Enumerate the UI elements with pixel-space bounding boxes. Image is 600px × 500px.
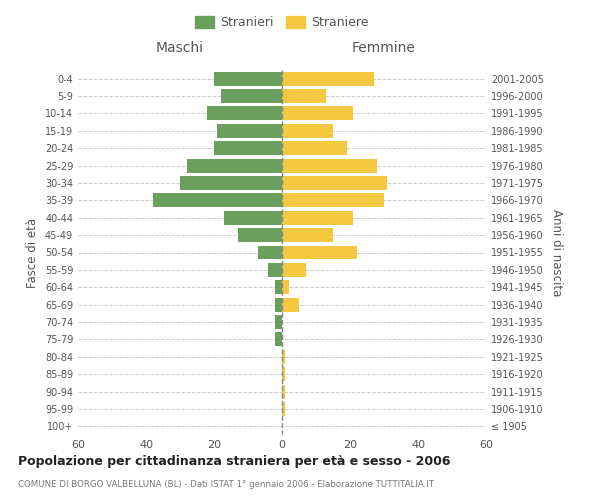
Bar (275, 315, 282, 329)
Bar (207, 106, 282, 120)
Y-axis label: Anni di nascita: Anni di nascita (550, 209, 563, 296)
Bar (282, 402, 286, 416)
Text: Femmine: Femmine (352, 40, 416, 54)
Bar (275, 280, 282, 294)
Bar (282, 72, 374, 86)
Text: Maschi: Maschi (156, 40, 204, 54)
Bar (282, 211, 353, 224)
Bar (282, 142, 347, 155)
Bar (282, 194, 384, 207)
Bar (224, 211, 282, 224)
Bar (282, 384, 286, 398)
Bar (275, 332, 282, 346)
Text: COMUNE DI BORGO VALBELLUNA (BL) - Dati ISTAT 1° gennaio 2006 - Elaborazione TUTT: COMUNE DI BORGO VALBELLUNA (BL) - Dati I… (18, 480, 434, 489)
Bar (282, 124, 333, 138)
Bar (214, 72, 282, 86)
Bar (282, 106, 353, 120)
Bar (282, 228, 333, 242)
Bar (153, 194, 282, 207)
Bar (258, 246, 282, 260)
Bar (221, 89, 282, 103)
Bar (282, 89, 326, 103)
Bar (180, 176, 282, 190)
Bar (282, 176, 388, 190)
Bar (238, 228, 282, 242)
Text: Popolazione per cittadinanza straniera per età e sesso - 2006: Popolazione per cittadinanza straniera p… (18, 455, 451, 468)
Bar (282, 367, 286, 381)
Bar (217, 124, 282, 138)
Bar (275, 298, 282, 312)
Bar (187, 158, 282, 172)
Bar (282, 263, 306, 277)
Bar (282, 298, 299, 312)
Bar (214, 142, 282, 155)
Bar (282, 350, 286, 364)
Y-axis label: Fasce di età: Fasce di età (26, 218, 39, 288)
Bar (282, 158, 377, 172)
Legend: Stranieri, Straniere: Stranieri, Straniere (190, 11, 374, 34)
Bar (282, 280, 289, 294)
Bar (268, 263, 282, 277)
Bar (282, 246, 357, 260)
